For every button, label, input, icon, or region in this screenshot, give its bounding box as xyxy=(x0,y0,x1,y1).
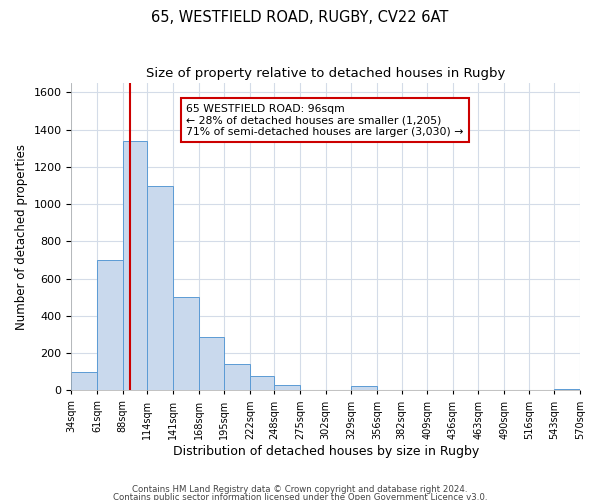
Bar xyxy=(250,376,274,390)
Text: Contains HM Land Registry data © Crown copyright and database right 2024.: Contains HM Land Registry data © Crown c… xyxy=(132,485,468,494)
Text: Contains public sector information licensed under the Open Government Licence v3: Contains public sector information licen… xyxy=(113,492,487,500)
Bar xyxy=(173,298,199,390)
Y-axis label: Number of detached properties: Number of detached properties xyxy=(15,144,28,330)
Bar xyxy=(199,338,224,390)
Text: 65, WESTFIELD ROAD, RUGBY, CV22 6AT: 65, WESTFIELD ROAD, RUGBY, CV22 6AT xyxy=(151,10,449,25)
Bar xyxy=(122,141,148,390)
Bar xyxy=(148,186,173,390)
Title: Size of property relative to detached houses in Rugby: Size of property relative to detached ho… xyxy=(146,68,505,80)
Bar xyxy=(224,364,250,390)
Bar xyxy=(71,372,97,390)
Bar xyxy=(274,385,300,390)
Bar xyxy=(554,388,580,390)
X-axis label: Distribution of detached houses by size in Rugby: Distribution of detached houses by size … xyxy=(173,444,479,458)
Bar xyxy=(97,260,122,390)
Bar xyxy=(352,386,377,390)
Text: 65 WESTFIELD ROAD: 96sqm
← 28% of detached houses are smaller (1,205)
71% of sem: 65 WESTFIELD ROAD: 96sqm ← 28% of detach… xyxy=(186,104,464,136)
